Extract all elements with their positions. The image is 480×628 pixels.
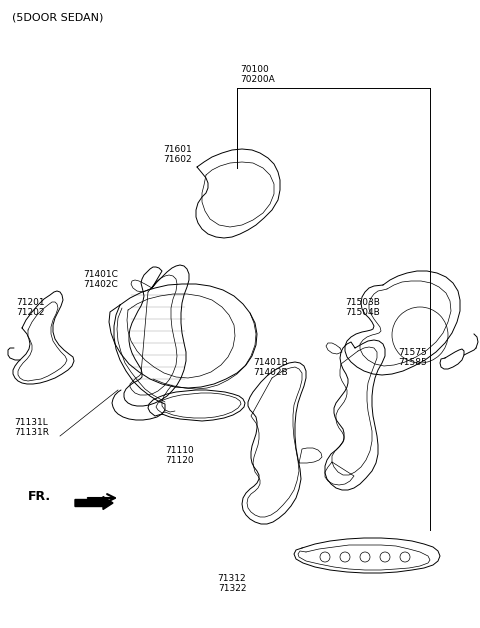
- Text: FR.: FR.: [28, 490, 51, 503]
- Text: 70100
70200A: 70100 70200A: [240, 65, 275, 84]
- Text: (5DOOR SEDAN): (5DOOR SEDAN): [12, 12, 103, 22]
- Text: 71401C
71402C: 71401C 71402C: [83, 270, 118, 290]
- Text: 71575
71585: 71575 71585: [398, 348, 427, 367]
- Text: 71401B
71402B: 71401B 71402B: [253, 358, 288, 377]
- Text: 71601
71602: 71601 71602: [163, 145, 192, 165]
- Text: 71110
71120: 71110 71120: [165, 446, 194, 465]
- Text: 71201
71202: 71201 71202: [16, 298, 45, 317]
- Text: 71503B
71504B: 71503B 71504B: [345, 298, 380, 317]
- Text: 71312
71322: 71312 71322: [218, 574, 246, 593]
- Text: 71131L
71131R: 71131L 71131R: [14, 418, 49, 437]
- FancyArrow shape: [75, 497, 113, 509]
